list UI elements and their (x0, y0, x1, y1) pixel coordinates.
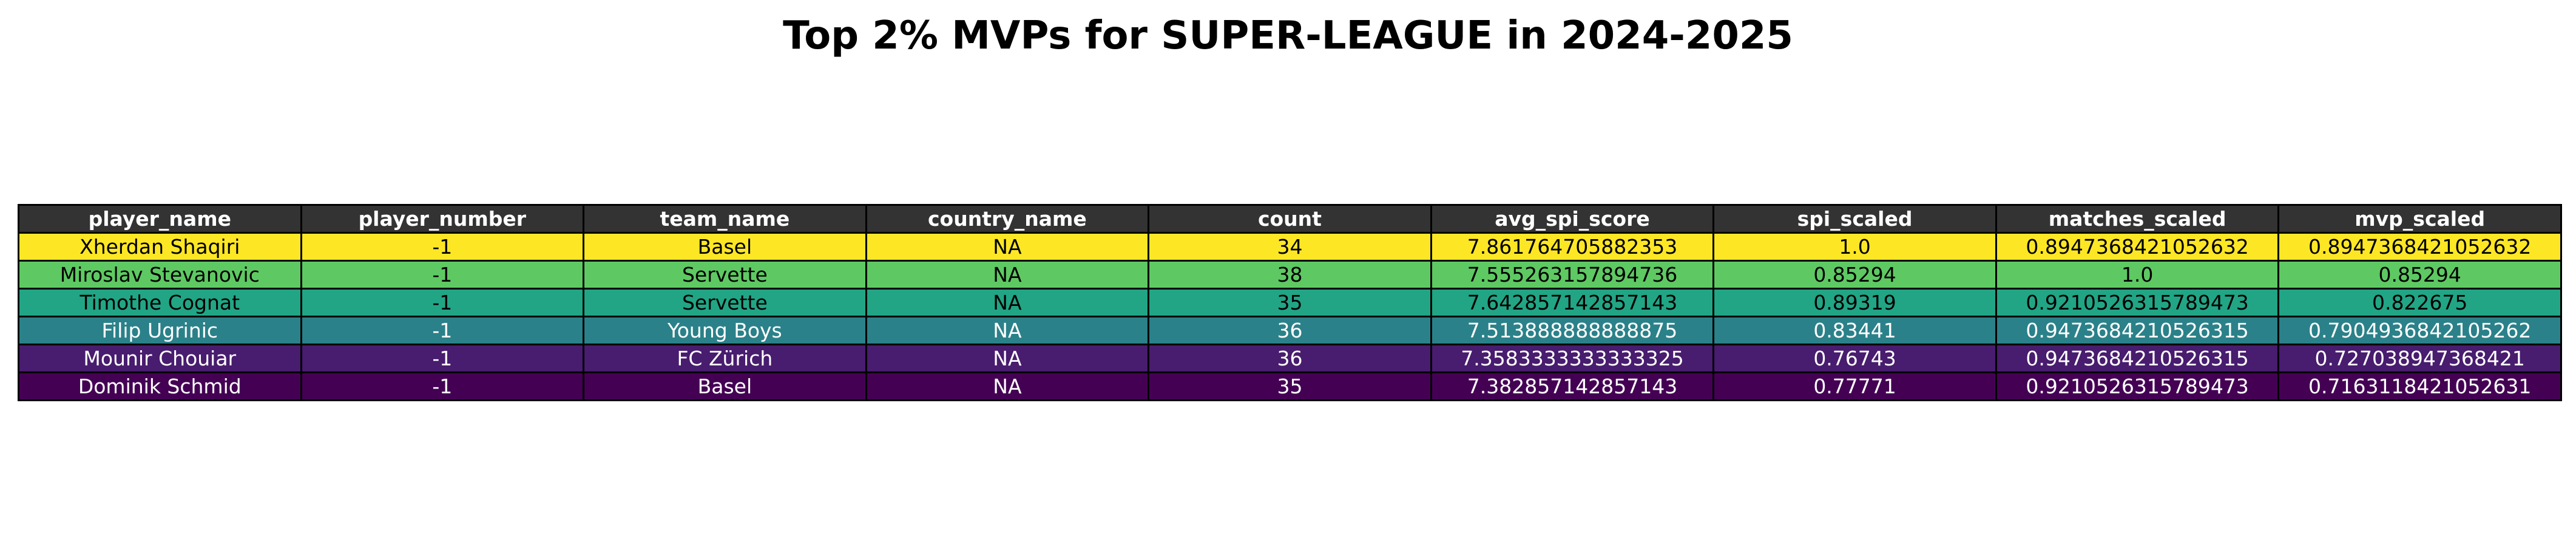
column-header-player-number: player_number (300, 204, 585, 234)
table-cell-player-name: Mounir Chouiar (18, 344, 302, 373)
table-cell-spi-scaled: 0.85294 (1712, 260, 1997, 290)
table-cell-team-name: Basel (583, 371, 867, 401)
table-header-row: player_name player_number team_name country… (18, 204, 2562, 234)
column-header-team-name: team_name (583, 204, 867, 234)
table-cell-matches-scaled: 0.9473684210526315 (1995, 316, 2280, 345)
mvp-table: player_name player_number team_name country… (18, 204, 2562, 401)
table-cell-avg-spi-score: 7.3583333333333325 (1430, 344, 1715, 373)
table-header: player_name player_number team_name country… (18, 204, 2562, 234)
table-cell-country-name: NA (865, 371, 1150, 401)
table-cell-count: 35 (1148, 288, 1432, 317)
table-cell-mvp-scaled: 0.822675 (2277, 288, 2562, 317)
table-cell-team-name: Servette (583, 288, 867, 317)
table-cell-spi-scaled: 0.76743 (1712, 344, 1997, 373)
table-cell-count: 35 (1148, 371, 1432, 401)
column-header-count: count (1148, 204, 1432, 234)
column-header-spi-scaled: spi_scaled (1712, 204, 1997, 234)
table-cell-team-name: Young Boys (583, 316, 867, 345)
table-cell-matches-scaled: 0.9210526315789473 (1995, 288, 2280, 317)
table-cell-player-name: Filip Ugrinic (18, 316, 302, 345)
table-cell-avg-spi-score: 7.642857142857143 (1430, 288, 1715, 317)
table-cell-count: 38 (1148, 260, 1432, 290)
table-cell-player-number: -1 (300, 232, 585, 262)
table-cell-player-name: Timothe Cognat (18, 288, 302, 317)
table-cell-avg-spi-score: 7.861764705882353 (1430, 232, 1715, 262)
table-cell-team-name: Servette (583, 260, 867, 290)
table-cell-avg-spi-score: 7.513888888888875 (1430, 316, 1715, 345)
table-cell-team-name: Basel (583, 232, 867, 262)
column-header-mvp-scaled: mvp_scaled (2277, 204, 2562, 234)
table-row: Dominik Schmid -1 Basel NA 35 7.3828571428571… (18, 371, 2562, 401)
table-row: Miroslav Stevanovic -1 Servette NA 38 7.55526… (18, 260, 2562, 290)
table-cell-player-name: Dominik Schmid (18, 371, 302, 401)
table-cell-player-name: Miroslav Stevanovic (18, 260, 302, 290)
column-header-avg-spi-score: avg_spi_score (1430, 204, 1715, 234)
table-cell-country-name: NA (865, 344, 1150, 373)
column-header-player-name: player_name (18, 204, 302, 234)
table-row: Mounir Chouiar -1 FC Zürich NA 36 7.358333333… (18, 344, 2562, 373)
table-cell-player-number: -1 (300, 288, 585, 317)
table-cell-mvp-scaled: 0.7163118421052631 (2277, 371, 2562, 401)
table-cell-matches-scaled: 0.9210526315789473 (1995, 371, 2280, 401)
table-cell-count: 36 (1148, 344, 1432, 373)
table-cell-avg-spi-score: 7.555263157894736 (1430, 260, 1715, 290)
table-cell-avg-spi-score: 7.382857142857143 (1430, 371, 1715, 401)
table-row: Filip Ugrinic -1 Young Boys NA 36 7.513888888… (18, 316, 2562, 345)
table-cell-player-number: -1 (300, 371, 585, 401)
table-cell-matches-scaled: 0.9473684210526315 (1995, 344, 2280, 373)
table-cell-mvp-scaled: 0.85294 (2277, 260, 2562, 290)
table-cell-matches-scaled: 1.0 (1995, 260, 2280, 290)
table-cell-mvp-scaled: 0.727038947368421 (2277, 344, 2562, 373)
table-cell-count: 34 (1148, 232, 1432, 262)
table-cell-mvp-scaled: 0.7904936842105262 (2277, 316, 2562, 345)
column-header-matches-scaled: matches_scaled (1995, 204, 2280, 234)
table-cell-spi-scaled: 0.89319 (1712, 288, 1997, 317)
table-cell-country-name: NA (865, 288, 1150, 317)
table-cell-country-name: NA (865, 232, 1150, 262)
table-row: Xherdan Shaqiri -1 Basel NA 34 7.861764705882… (18, 232, 2562, 262)
table-cell-player-number: -1 (300, 316, 585, 345)
table-cell-mvp-scaled: 0.8947368421052632 (2277, 232, 2562, 262)
table-cell-country-name: NA (865, 260, 1150, 290)
table-cell-spi-scaled: 1.0 (1712, 232, 1997, 262)
table-body: Xherdan Shaqiri -1 Basel NA 34 7.861764705882… (18, 232, 2562, 401)
table-cell-matches-scaled: 0.8947368421052632 (1995, 232, 2280, 262)
table-cell-spi-scaled: 0.83441 (1712, 316, 1997, 345)
chart-title: Top 2% MVPs for SUPER-LEAGUE in 2024-202… (783, 13, 1793, 58)
table-cell-country-name: NA (865, 316, 1150, 345)
table-cell-spi-scaled: 0.77771 (1712, 371, 1997, 401)
table-cell-player-name: Xherdan Shaqiri (18, 232, 302, 262)
column-header-country-name: country_name (865, 204, 1150, 234)
table-cell-count: 36 (1148, 316, 1432, 345)
table-cell-team-name: FC Zürich (583, 344, 867, 373)
table-cell-player-number: -1 (300, 344, 585, 373)
table-cell-player-number: -1 (300, 260, 585, 290)
table-row: Timothe Cognat -1 Servette NA 35 7.6428571428… (18, 288, 2562, 317)
